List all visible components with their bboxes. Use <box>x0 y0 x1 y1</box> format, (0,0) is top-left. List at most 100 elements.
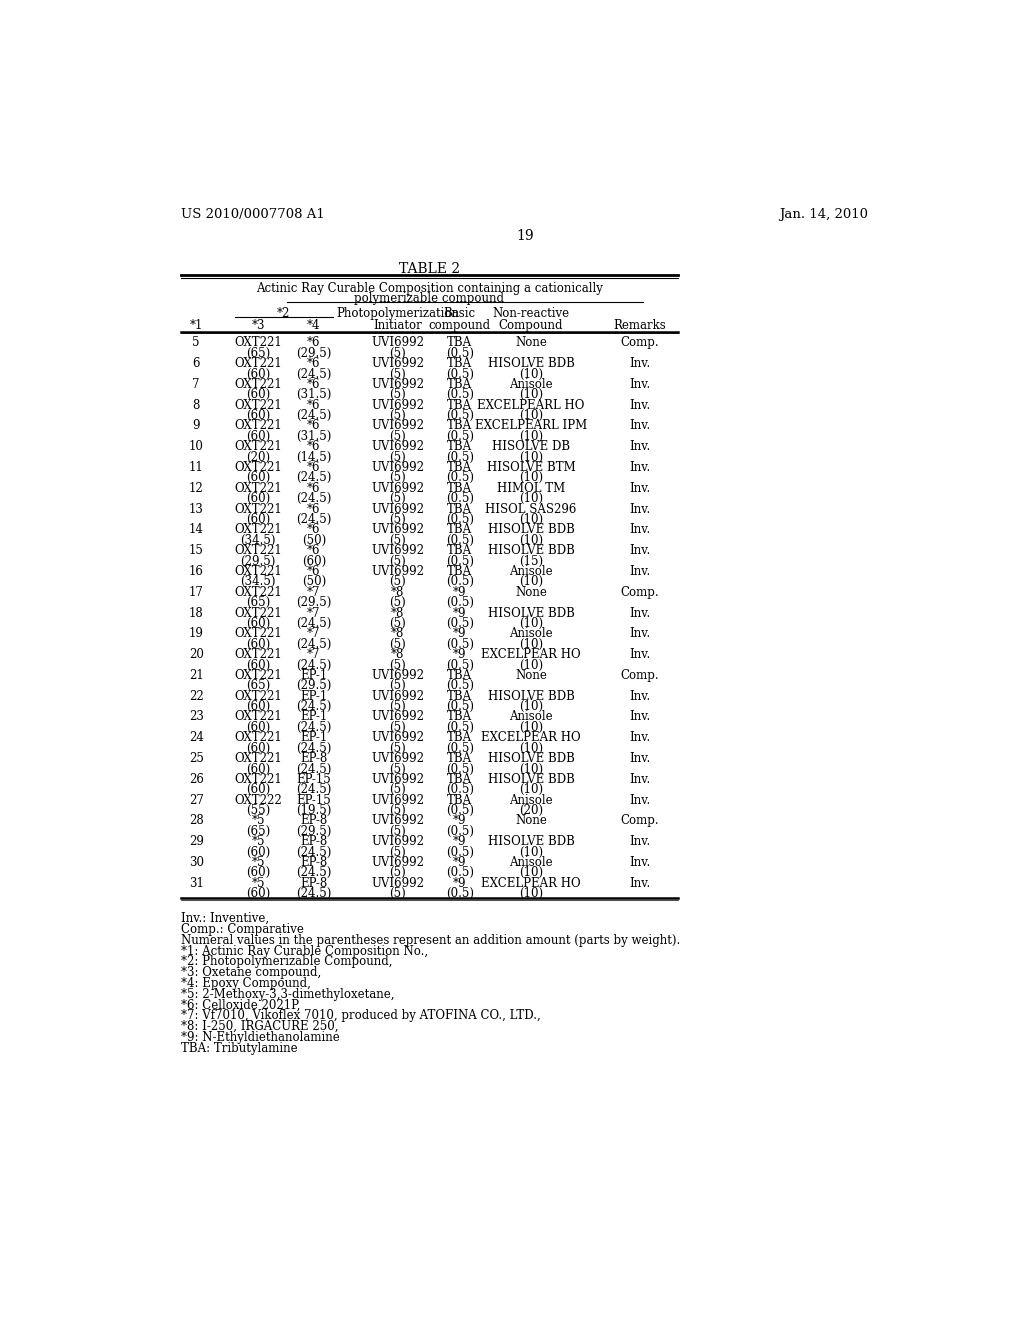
Text: 16: 16 <box>188 565 204 578</box>
Text: (60): (60) <box>246 659 270 672</box>
Text: 30: 30 <box>188 857 204 869</box>
Text: *9: *9 <box>453 836 467 849</box>
Text: UVI6992: UVI6992 <box>371 482 424 495</box>
Text: (0.5): (0.5) <box>445 825 474 838</box>
Text: (10): (10) <box>519 721 543 734</box>
Text: compound: compound <box>429 319 490 333</box>
Text: OXT221: OXT221 <box>234 731 282 744</box>
Text: Anisole: Anisole <box>509 793 553 807</box>
Text: TBA: TBA <box>447 378 472 391</box>
Text: Anisole: Anisole <box>509 710 553 723</box>
Text: OXT221: OXT221 <box>234 378 282 391</box>
Text: Remarks: Remarks <box>613 319 666 333</box>
Text: Inv.: Inv. <box>629 752 650 766</box>
Text: (0.5): (0.5) <box>445 742 474 755</box>
Text: *1: *1 <box>189 319 203 333</box>
Text: 25: 25 <box>188 752 204 766</box>
Text: UVI6992: UVI6992 <box>371 731 424 744</box>
Text: OXT221: OXT221 <box>234 337 282 350</box>
Text: 21: 21 <box>188 669 204 682</box>
Text: OXT221: OXT221 <box>234 607 282 619</box>
Text: TBA: TBA <box>447 565 472 578</box>
Text: *5: *5 <box>252 836 265 849</box>
Text: (24.5): (24.5) <box>296 763 332 775</box>
Text: 19: 19 <box>188 627 204 640</box>
Text: UVI6992: UVI6992 <box>371 378 424 391</box>
Text: None: None <box>515 669 547 682</box>
Text: (10): (10) <box>519 783 543 796</box>
Text: Non-reactive: Non-reactive <box>493 308 569 319</box>
Text: OXT221: OXT221 <box>234 441 282 453</box>
Text: (14.5): (14.5) <box>296 450 332 463</box>
Text: Numeral values in the parentheses represent an addition amount (parts by weight): Numeral values in the parentheses repres… <box>180 933 680 946</box>
Text: (29.5): (29.5) <box>241 554 275 568</box>
Text: 5: 5 <box>193 337 200 350</box>
Text: TBA: TBA <box>447 669 472 682</box>
Text: Initiator: Initiator <box>374 319 422 333</box>
Text: OXT221: OXT221 <box>234 669 282 682</box>
Text: Anisole: Anisole <box>509 857 553 869</box>
Text: *3: Oxetane compound,: *3: Oxetane compound, <box>180 966 321 979</box>
Text: Inv.: Inv. <box>629 399 650 412</box>
Text: EXCELPEARL IPM: EXCELPEARL IPM <box>475 420 587 433</box>
Text: EP-15: EP-15 <box>297 774 332 785</box>
Text: 20: 20 <box>188 648 204 661</box>
Text: EP-8: EP-8 <box>300 752 328 766</box>
Text: EP-1: EP-1 <box>300 669 328 682</box>
Text: 7: 7 <box>193 378 200 391</box>
Text: (0.5): (0.5) <box>445 887 474 900</box>
Text: (10): (10) <box>519 533 543 546</box>
Text: *5: 2-Methoxy-3,3-dimethyloxetane,: *5: 2-Methoxy-3,3-dimethyloxetane, <box>180 987 394 1001</box>
Text: 24: 24 <box>188 731 204 744</box>
Text: TBA: TBA <box>447 710 472 723</box>
Text: (29.5): (29.5) <box>296 347 332 359</box>
Text: Photopolymerization: Photopolymerization <box>336 308 459 319</box>
Text: *6: *6 <box>307 565 321 578</box>
Text: (10): (10) <box>519 492 543 506</box>
Text: EXCELPEAR HO: EXCELPEAR HO <box>481 731 581 744</box>
Text: TBA: TBA <box>447 524 472 536</box>
Text: Inv.: Inv. <box>629 420 650 433</box>
Text: (0.5): (0.5) <box>445 597 474 609</box>
Text: (29.5): (29.5) <box>296 825 332 838</box>
Text: (5): (5) <box>389 367 407 380</box>
Text: OXT221: OXT221 <box>234 503 282 516</box>
Text: (60): (60) <box>302 554 326 568</box>
Text: (10): (10) <box>519 846 543 858</box>
Text: *8: *8 <box>391 607 404 619</box>
Text: EP-1: EP-1 <box>300 731 328 744</box>
Text: Comp.: Comparative: Comp.: Comparative <box>180 923 303 936</box>
Text: (0.5): (0.5) <box>445 763 474 775</box>
Text: (0.5): (0.5) <box>445 450 474 463</box>
Text: (5): (5) <box>389 616 407 630</box>
Text: (60): (60) <box>246 742 270 755</box>
Text: (5): (5) <box>389 533 407 546</box>
Text: TBA: TBA <box>447 503 472 516</box>
Text: (0.5): (0.5) <box>445 533 474 546</box>
Text: Anisole: Anisole <box>509 378 553 391</box>
Text: (60): (60) <box>246 700 270 713</box>
Text: (5): (5) <box>389 597 407 609</box>
Text: EXCELPEAR HO: EXCELPEAR HO <box>481 876 581 890</box>
Text: *7: *7 <box>307 627 321 640</box>
Text: *1: Actinic Ray Curable Composition No.,: *1: Actinic Ray Curable Composition No., <box>180 945 428 957</box>
Text: Inv.: Inv. <box>629 544 650 557</box>
Text: Anisole: Anisole <box>509 565 553 578</box>
Text: (10): (10) <box>519 430 543 442</box>
Text: (5): (5) <box>389 576 407 589</box>
Text: Inv.: Inv. <box>629 441 650 453</box>
Text: UVI6992: UVI6992 <box>371 461 424 474</box>
Text: (5): (5) <box>389 430 407 442</box>
Text: (0.5): (0.5) <box>445 471 474 484</box>
Text: 18: 18 <box>188 607 204 619</box>
Text: 17: 17 <box>188 586 204 599</box>
Text: (0.5): (0.5) <box>445 721 474 734</box>
Text: HISOLVE BDB: HISOLVE BDB <box>487 524 574 536</box>
Text: UVI6992: UVI6992 <box>371 710 424 723</box>
Text: 22: 22 <box>188 689 204 702</box>
Text: (60): (60) <box>246 783 270 796</box>
Text: OXT221: OXT221 <box>234 399 282 412</box>
Text: *6: *6 <box>307 420 321 433</box>
Text: OXT221: OXT221 <box>234 774 282 785</box>
Text: TBA: TBA <box>447 689 472 702</box>
